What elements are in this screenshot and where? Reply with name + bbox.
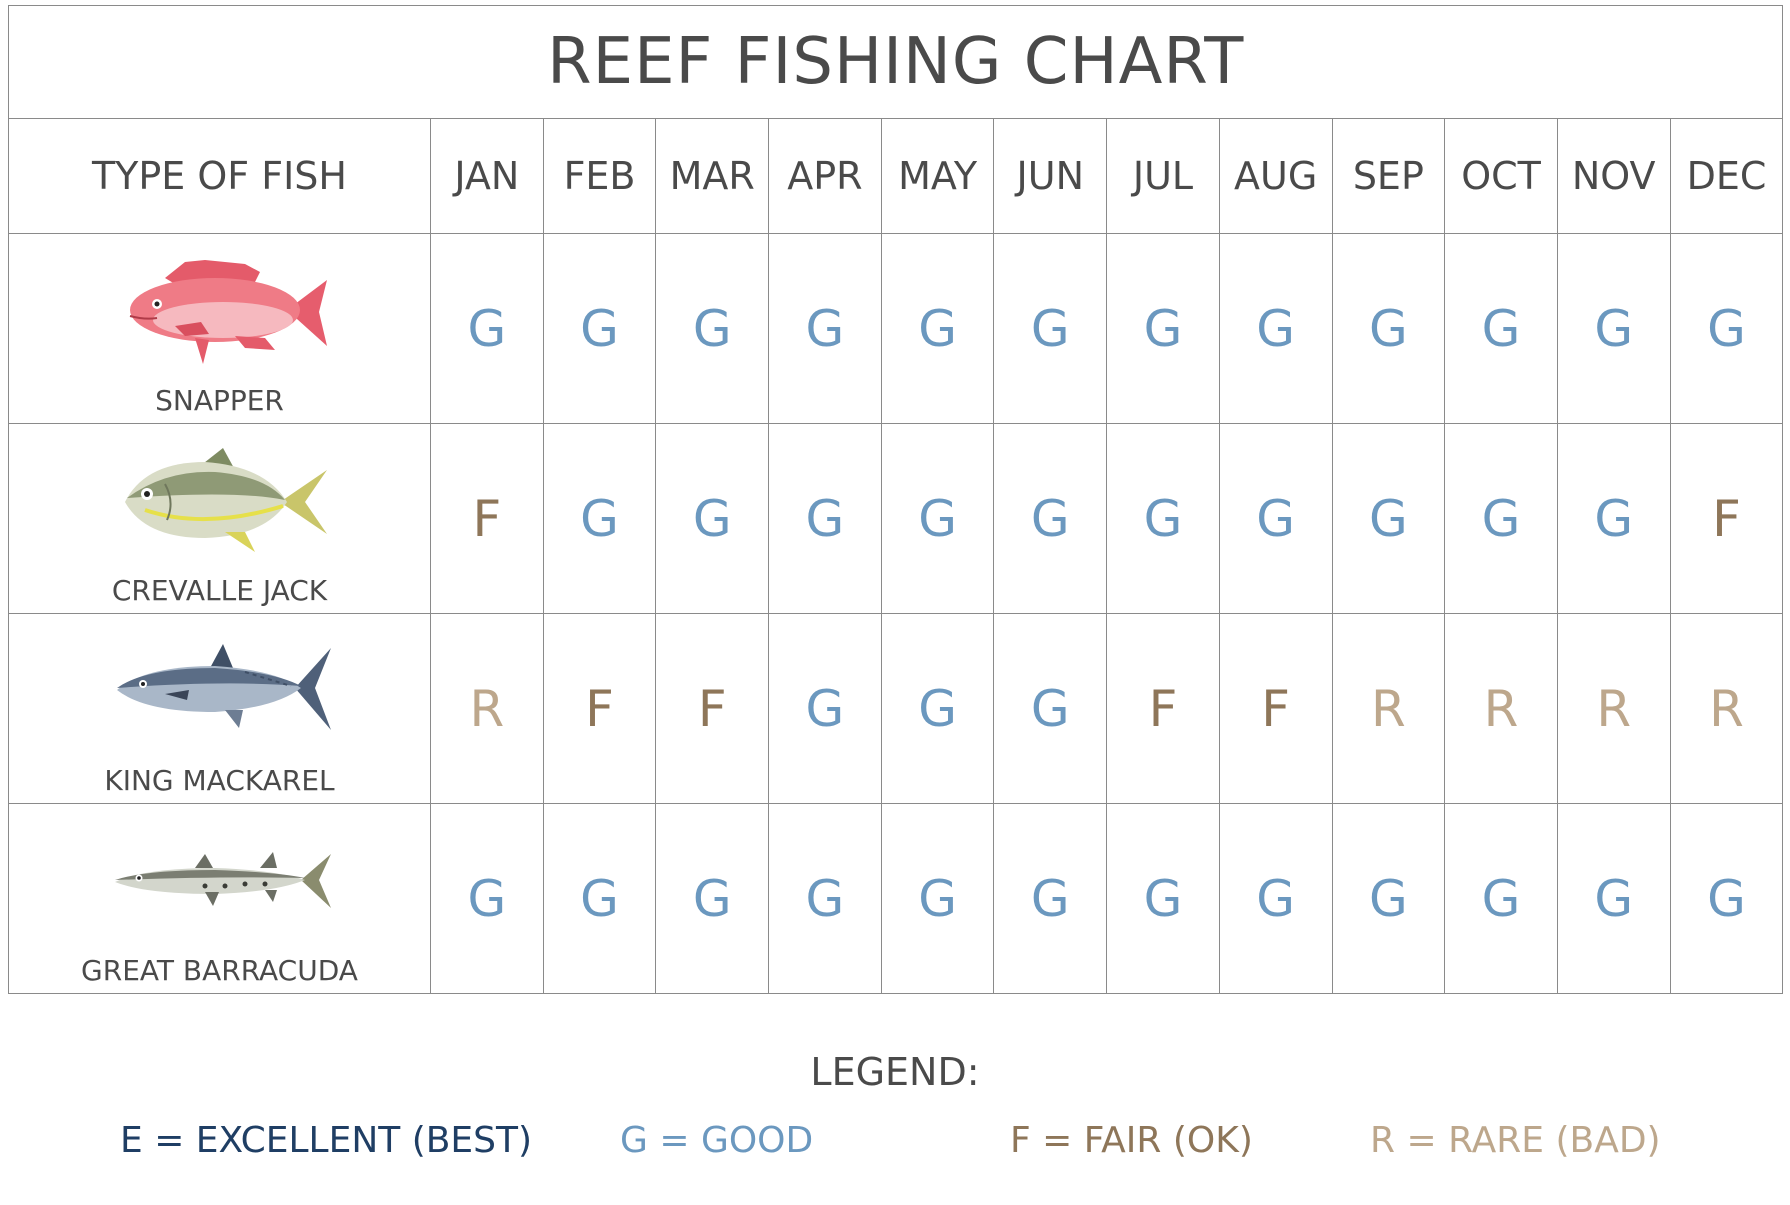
rating-cell: G xyxy=(1669,233,1784,424)
rating-cell: G xyxy=(880,613,995,804)
rating-cell: G xyxy=(655,803,770,994)
rating-cell: G xyxy=(880,233,995,424)
rating-cell: G xyxy=(1331,803,1446,994)
rating-cell: G xyxy=(655,423,770,614)
fish-name-king-mackarel: KING MACKAREL xyxy=(104,764,335,797)
rating-cell: R xyxy=(1331,613,1446,804)
rating-cell: R xyxy=(1556,613,1671,804)
snapper-icon xyxy=(129,260,327,364)
fish-row-crevalle-jack: CREVALLE JACK F G G G G G G G G G G F xyxy=(8,423,1784,614)
rating-cell: R xyxy=(1444,613,1558,804)
rating-cell: G xyxy=(993,423,1108,614)
rating-cell: R xyxy=(1669,613,1784,804)
month-header-jun: JUN xyxy=(993,118,1108,234)
rating-cell: F xyxy=(542,613,657,804)
fish-name-great-barracuda: GREAT BARRACUDA xyxy=(81,954,358,987)
month-header-may: MAY xyxy=(880,118,995,234)
rating-cell: G xyxy=(430,233,544,424)
legend-title: LEGEND: xyxy=(810,1050,980,1094)
rating-cell: G xyxy=(1106,423,1220,614)
fishing-chart-table: REEF FISHING CHART TYPE OF FISH JAN FEB … xyxy=(7,5,1784,994)
month-header-feb: FEB xyxy=(542,118,657,234)
rating-cell: G xyxy=(880,423,995,614)
rating-cell: G xyxy=(1218,803,1333,994)
rating-cell: G xyxy=(1106,803,1220,994)
fish-row-great-barracuda: GREAT BARRACUDA G G G G G G G G G G G G xyxy=(8,803,1784,994)
rating-cell: F xyxy=(655,613,770,804)
fish-name-crevalle-jack: CREVALLE JACK xyxy=(111,574,328,607)
month-header-aug: AUG xyxy=(1218,118,1333,234)
fish-name-snapper: SNAPPER xyxy=(155,384,284,417)
rating-cell: G xyxy=(768,233,882,424)
rating-cell: G xyxy=(768,803,882,994)
fish-cell-great-barracuda: GREAT BARRACUDA xyxy=(8,803,431,994)
rating-cell: G xyxy=(993,613,1108,804)
rating-cell: G xyxy=(1556,233,1671,424)
rating-cell: G xyxy=(1556,423,1671,614)
month-header-sep: SEP xyxy=(1331,118,1446,234)
rating-cell: G xyxy=(542,233,657,424)
month-header-mar: MAR xyxy=(655,118,770,234)
rating-cell: G xyxy=(1331,233,1446,424)
rating-cell: G xyxy=(1444,423,1558,614)
rating-cell: G xyxy=(993,233,1108,424)
fish-cell-snapper: SNAPPER xyxy=(8,233,431,424)
legend: E = EXCELLENT (BEST) G = GOOD F = FAIR (… xyxy=(0,1120,1790,1170)
legend-item-fair: F = FAIR (OK) xyxy=(1010,1120,1253,1161)
rating-cell: G xyxy=(1556,803,1671,994)
legend-item-rare: R = RARE (BAD) xyxy=(1370,1120,1661,1161)
rating-cell: G xyxy=(1218,233,1333,424)
month-header-jan: JAN xyxy=(430,118,544,234)
rating-cell: G xyxy=(768,423,882,614)
month-header-nov: NOV xyxy=(1556,118,1671,234)
king-mackarel-icon xyxy=(116,644,331,730)
fish-row-king-mackarel: KING MACKAREL R F F G G G F F R R R R xyxy=(8,613,1784,804)
rating-cell: G xyxy=(993,803,1108,994)
rating-cell: F xyxy=(1106,613,1220,804)
month-header-apr: APR xyxy=(768,118,882,234)
legend-item-good: G = GOOD xyxy=(620,1120,814,1161)
month-header-oct: OCT xyxy=(1444,118,1558,234)
legend-item-excellent: E = EXCELLENT (BEST) xyxy=(120,1120,533,1161)
great-barracuda-icon xyxy=(114,852,331,908)
header-row: TYPE OF FISH JAN FEB MAR APR MAY JUN JUL… xyxy=(8,118,1784,234)
rating-cell: G xyxy=(1669,803,1784,994)
month-header-dec: DEC xyxy=(1669,118,1784,234)
rating-cell: R xyxy=(430,613,544,804)
month-header-jul: JUL xyxy=(1106,118,1220,234)
rating-cell: G xyxy=(880,803,995,994)
rating-cell: G xyxy=(1218,423,1333,614)
rating-cell: G xyxy=(1331,423,1446,614)
fish-row-snapper: SNAPPER G G G G G G G G G G G G xyxy=(8,233,1784,424)
rating-cell: G xyxy=(1444,233,1558,424)
chart-title: REEF FISHING CHART xyxy=(7,5,1784,119)
rating-cell: F xyxy=(430,423,544,614)
fish-cell-king-mackarel: KING MACKAREL xyxy=(8,613,431,804)
rating-cell: F xyxy=(1669,423,1784,614)
rating-cell: G xyxy=(542,803,657,994)
rating-cell: G xyxy=(655,233,770,424)
fish-cell-crevalle-jack: CREVALLE JACK xyxy=(8,423,431,614)
rating-cell: G xyxy=(1106,233,1220,424)
rating-cell: F xyxy=(1218,613,1333,804)
rating-cell: G xyxy=(430,803,544,994)
rating-cell: G xyxy=(768,613,882,804)
crevalle-jack-icon xyxy=(124,448,327,552)
rating-cell: G xyxy=(1444,803,1558,994)
type-of-fish-header: TYPE OF FISH xyxy=(8,118,431,234)
rating-cell: G xyxy=(542,423,657,614)
